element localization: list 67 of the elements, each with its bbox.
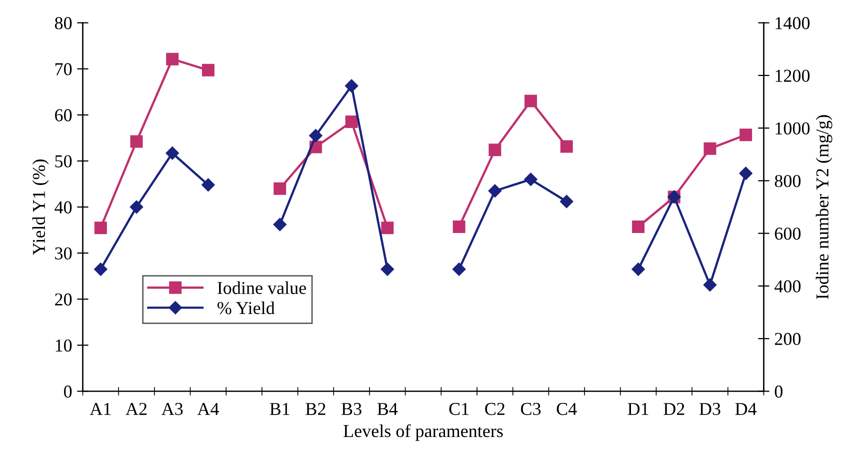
x-tick-label: B4 (377, 403, 398, 415)
x-tick-label: B2 (306, 402, 326, 415)
point (274, 182, 286, 195)
point (632, 220, 645, 234)
point (632, 262, 645, 276)
y-tick-label: 50 (55, 155, 72, 168)
x-tick-label: D1 (628, 402, 648, 415)
y2-tick-label: 800 (774, 174, 801, 188)
x-tick-label: C3 (520, 402, 541, 416)
point (380, 262, 394, 276)
x-tick-label: B1 (270, 402, 290, 415)
point (524, 94, 538, 108)
x-tick-label: A1 (90, 402, 111, 415)
x-tick-label: C1 (449, 402, 469, 416)
y-axis-title: Yield Y1 (%) (32, 160, 49, 256)
point (202, 64, 214, 76)
y2-tick-label: 1200 (776, 70, 810, 82)
y-tick-label: 30 (55, 247, 72, 260)
point (452, 262, 466, 276)
point (94, 262, 108, 276)
point (130, 200, 144, 214)
x-tick-label: C4 (556, 402, 577, 416)
y-tick-label: 80 (54, 17, 72, 30)
legend-label: Iodine value (218, 281, 306, 294)
x-tick-label: D3 (699, 402, 720, 416)
y2-axis-title: Iodine number Y2 (mg/g) (816, 115, 832, 300)
point (740, 128, 752, 142)
y2-tick-label: 1000 (776, 122, 810, 135)
point (273, 218, 286, 232)
point (345, 116, 358, 128)
point (560, 194, 574, 208)
point (488, 184, 502, 198)
x-tick-label: D2 (664, 402, 684, 415)
x-axis-title: Levels of paramenters (344, 424, 503, 441)
y2-tick-label: 200 (774, 332, 801, 346)
point (452, 220, 466, 234)
point (344, 79, 358, 92)
point (94, 222, 107, 234)
point (524, 172, 538, 186)
point (309, 129, 322, 142)
point (739, 166, 752, 180)
point (202, 178, 215, 192)
y-tick-label: 0 (64, 386, 72, 398)
y2-tick-label: 0 (774, 386, 782, 398)
point (560, 140, 573, 153)
y-tick-label: 60 (55, 109, 72, 122)
legend-label: % Yield (218, 301, 275, 314)
x-tick-label: B3 (342, 402, 362, 416)
point (166, 52, 179, 66)
x-tick-label: A3 (162, 402, 183, 416)
point (130, 135, 143, 148)
x-tick-label: D4 (735, 403, 757, 415)
point (166, 146, 179, 160)
y-tick-label: 20 (55, 293, 72, 306)
x-tick-label: A4 (197, 402, 219, 415)
y-tick-label: 70 (55, 63, 72, 76)
y2-tick-label: 1400 (776, 17, 810, 30)
point (703, 278, 717, 292)
point (704, 142, 716, 155)
y2-tick-label: 400 (774, 280, 801, 292)
point (381, 222, 394, 234)
point (488, 144, 502, 156)
y2-tick-label: 600 (774, 228, 801, 240)
x-tick-label: C2 (485, 402, 504, 416)
x-tick-label: A2 (126, 402, 147, 415)
y-tick-label: 10 (56, 339, 72, 352)
y-tick-label: 40 (54, 201, 72, 214)
